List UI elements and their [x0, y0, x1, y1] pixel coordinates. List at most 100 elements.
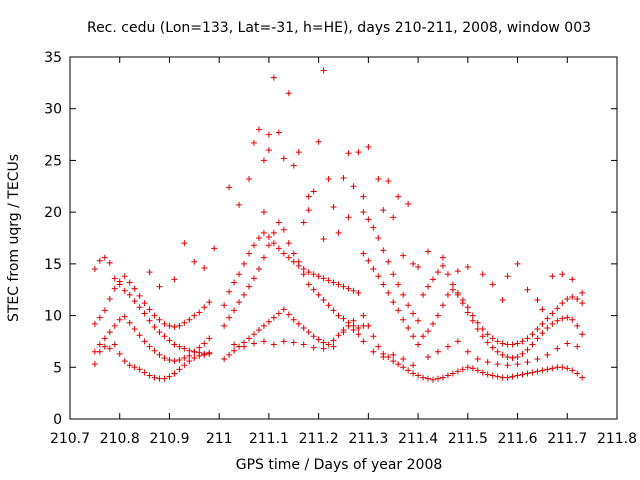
data-point [181, 319, 188, 326]
data-point [320, 297, 327, 304]
data-point [320, 345, 327, 352]
data-point [410, 260, 417, 267]
data-point [131, 285, 138, 292]
data-point [265, 242, 272, 249]
data-point [365, 216, 372, 223]
data-point [350, 287, 357, 294]
data-point [479, 369, 486, 376]
data-point [355, 324, 362, 331]
data-point [206, 349, 213, 356]
data-point [444, 291, 451, 298]
data-point [420, 374, 427, 381]
data-point [166, 337, 173, 344]
data-point [241, 291, 248, 298]
data-point [479, 333, 486, 340]
data-point [280, 306, 287, 313]
data-point [310, 286, 317, 293]
data-point [186, 358, 193, 365]
data-point [191, 312, 198, 319]
data-point [564, 340, 571, 347]
data-point [415, 372, 422, 379]
data-point [544, 315, 551, 322]
data-point [221, 322, 228, 329]
data-point [420, 291, 427, 298]
data-point [355, 331, 362, 338]
data-point [96, 314, 103, 321]
data-point [236, 299, 243, 306]
data-point [96, 341, 103, 348]
data-point [166, 373, 173, 380]
x-tick-label: 211.1 [249, 431, 289, 447]
data-point [236, 201, 243, 208]
data-point [370, 348, 377, 355]
data-point [459, 297, 466, 304]
y-tick-label: 35 [44, 50, 62, 66]
data-point [290, 316, 297, 323]
data-point [260, 254, 267, 261]
data-point [315, 273, 322, 280]
data-point [539, 306, 546, 313]
data-point [260, 157, 267, 164]
data-point [246, 283, 253, 290]
data-point [504, 353, 511, 360]
data-point [176, 343, 183, 350]
data-point [111, 341, 118, 348]
data-point [375, 176, 382, 183]
data-point [161, 333, 168, 340]
data-point [270, 74, 277, 81]
data-point [469, 365, 476, 372]
data-point [340, 329, 347, 336]
data-point [116, 350, 123, 357]
data-point [514, 340, 521, 347]
data-point [489, 372, 496, 379]
data-point [171, 341, 178, 348]
data-point [221, 302, 228, 309]
data-point [231, 279, 238, 286]
data-point [430, 320, 437, 327]
data-point [91, 266, 98, 273]
data-point [270, 314, 277, 321]
data-point [126, 319, 133, 326]
data-point [385, 178, 392, 185]
data-point [345, 214, 352, 221]
data-point [280, 226, 287, 233]
data-point [236, 271, 243, 278]
data-point [504, 362, 511, 369]
y-axis-label: STEC from uqrg / TECUs [6, 154, 22, 322]
data-point [166, 357, 173, 364]
data-point [390, 214, 397, 221]
data-point [539, 330, 546, 337]
data-point [350, 327, 357, 334]
data-point [325, 341, 332, 348]
data-point [360, 250, 367, 257]
data-point [131, 298, 138, 305]
data-point [574, 296, 581, 303]
data-point [335, 332, 342, 339]
data-point [151, 312, 158, 319]
data-point [479, 271, 486, 278]
data-point [131, 326, 138, 333]
data-point [444, 372, 451, 379]
data-point [325, 176, 332, 183]
data-point [549, 310, 556, 317]
data-point [151, 323, 158, 330]
data-point [375, 343, 382, 350]
data-point [186, 316, 193, 323]
data-point [564, 365, 571, 372]
data-point [191, 258, 198, 265]
data-point [295, 320, 302, 327]
data-point [270, 240, 277, 247]
data-point [434, 269, 441, 276]
data-point [111, 285, 118, 292]
data-point [260, 209, 267, 216]
data-point [335, 229, 342, 236]
data-point [171, 323, 178, 330]
data-point [320, 236, 327, 243]
data-point [380, 281, 387, 288]
data-point [106, 259, 113, 266]
data-point [330, 337, 337, 344]
y-tick-label: 15 [44, 257, 62, 273]
data-point [146, 372, 153, 379]
data-point [176, 357, 183, 364]
data-point [405, 200, 412, 207]
